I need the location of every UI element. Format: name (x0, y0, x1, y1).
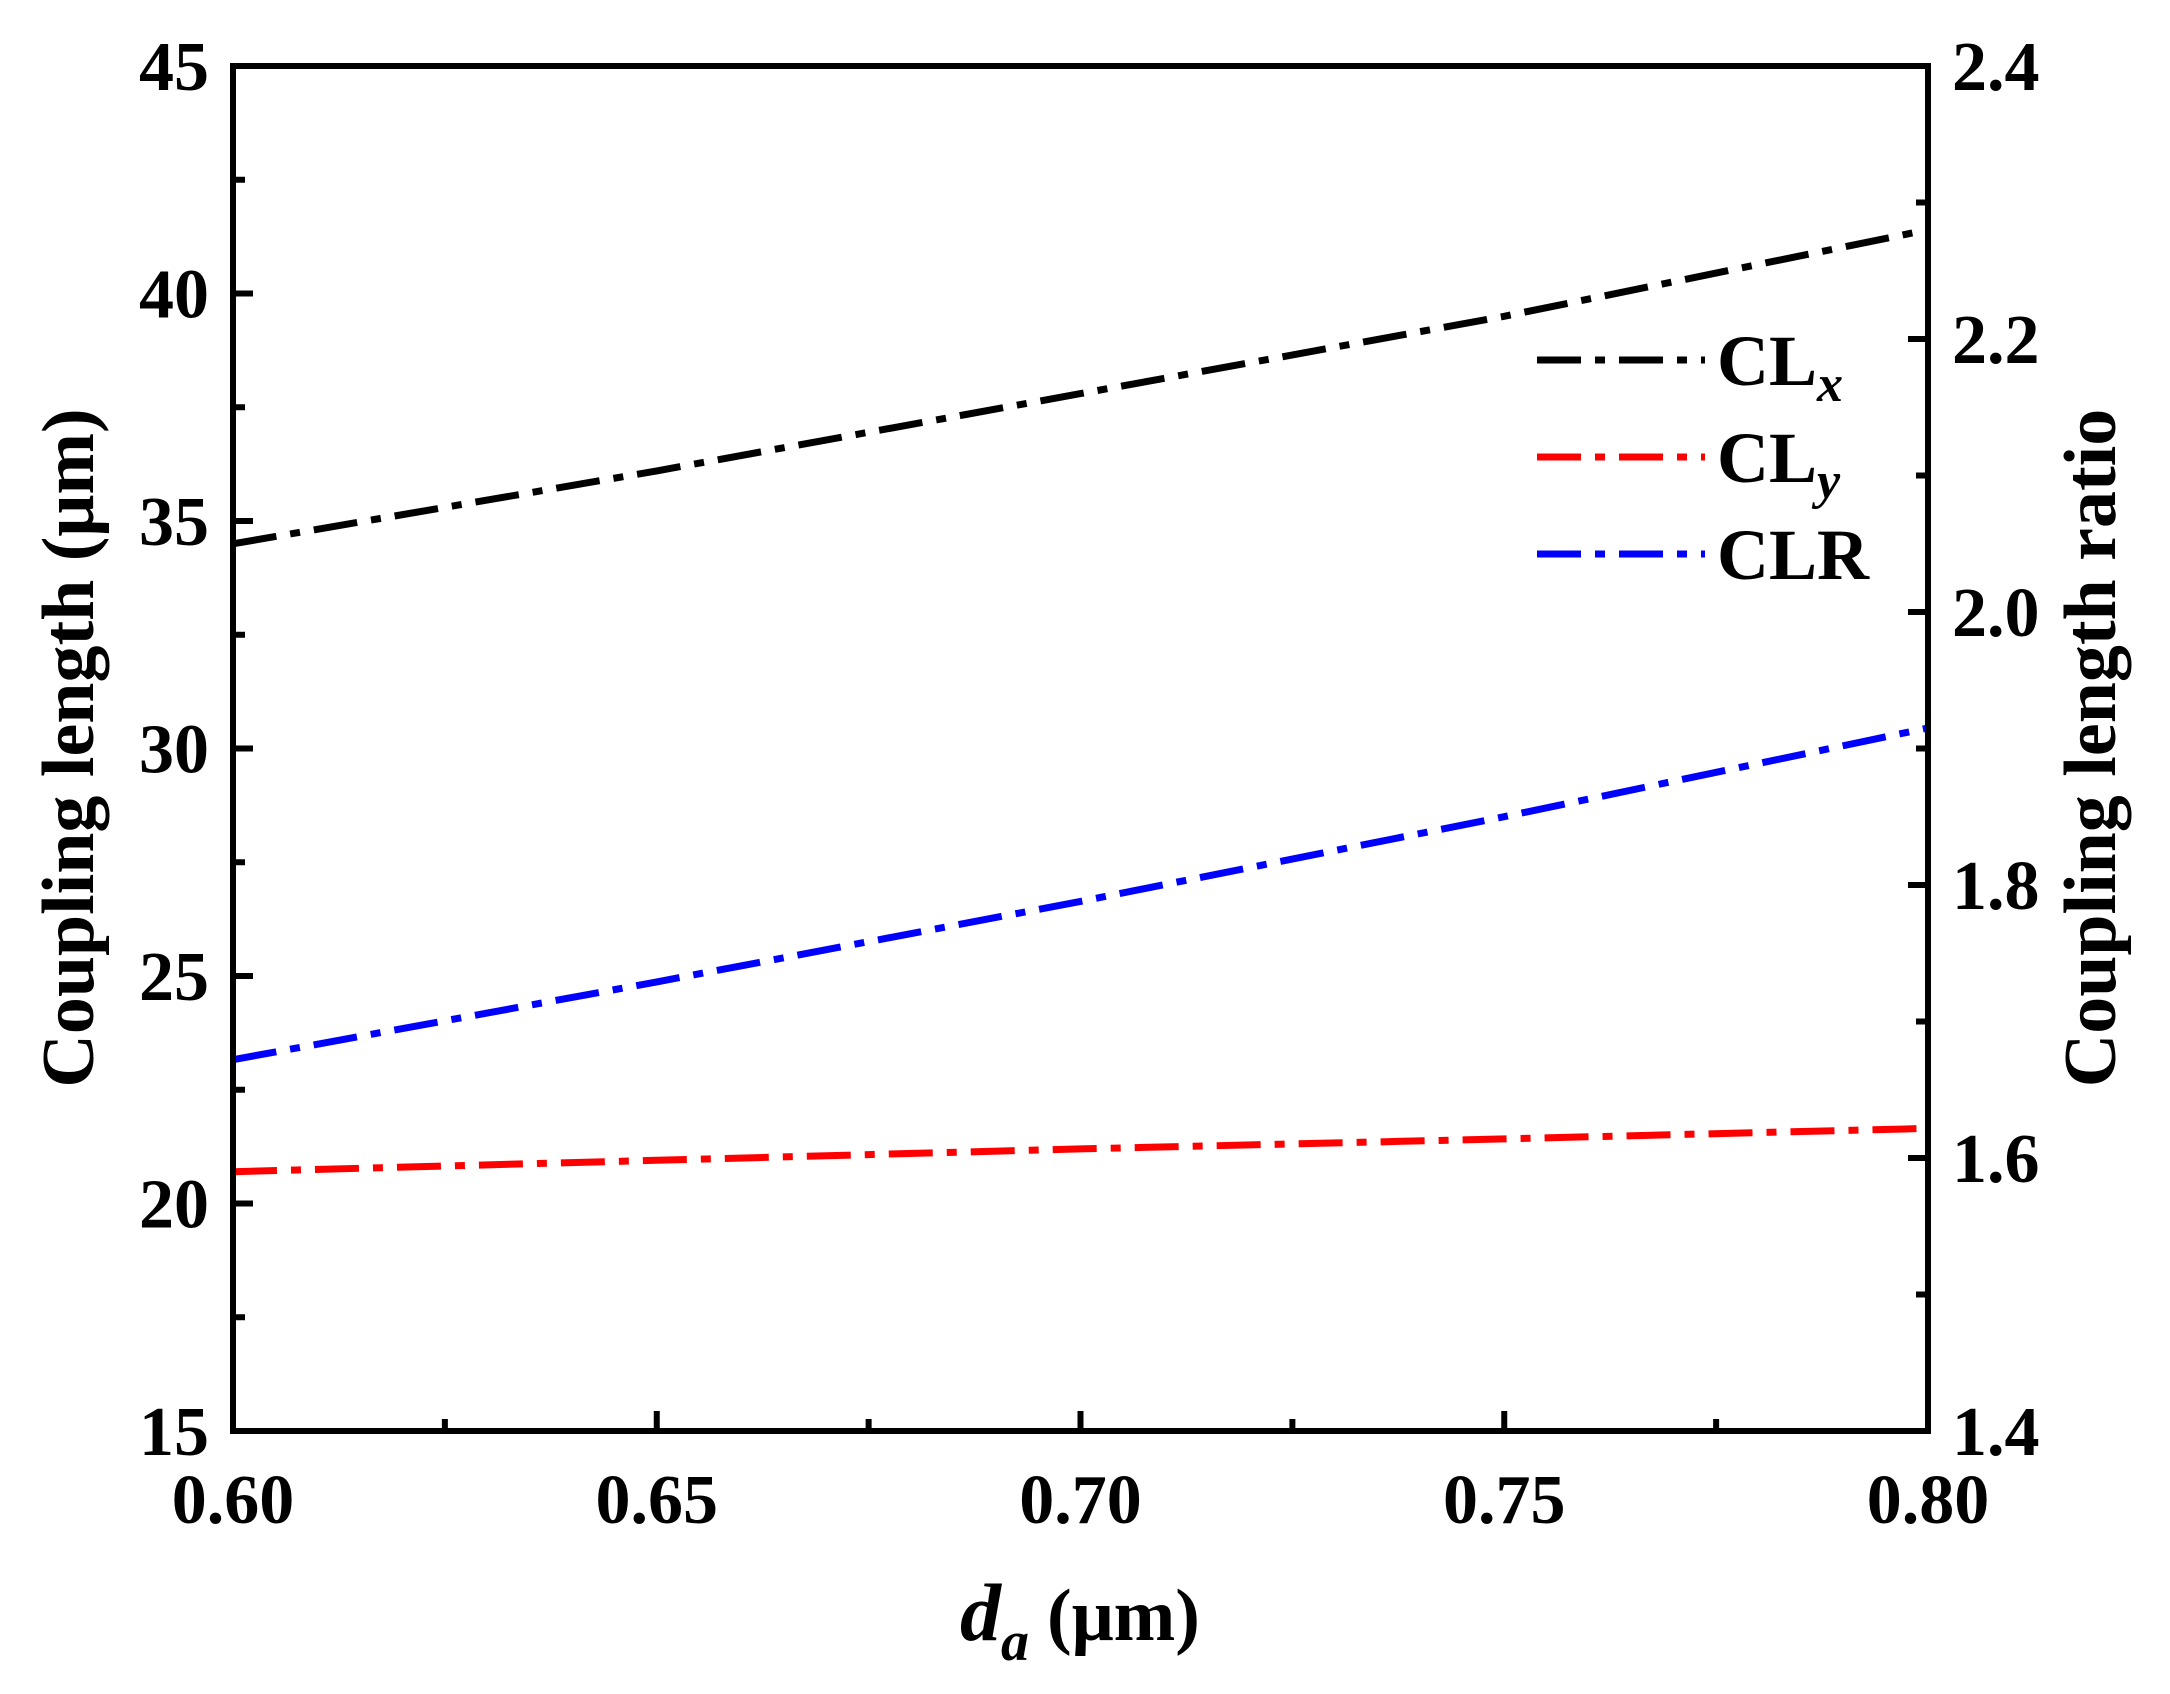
y-tick-label: 40 (139, 257, 209, 334)
y2-tick-label: 2.2 (1952, 302, 2040, 379)
legend-label-cly: CLy (1717, 418, 1841, 510)
x-axis-symbol: d (960, 1567, 1002, 1658)
y2-axis-title: Coupling length ratio (2050, 409, 2132, 1087)
y-tick-label: 15 (139, 1394, 209, 1471)
ticks (230, 63, 1931, 1434)
series-line-clx (232, 226, 1929, 548)
legend-label-clx: CLx (1717, 321, 1843, 413)
x-axis-title: da (μm) (960, 1567, 1200, 1673)
series-line-cly (232, 1124, 1929, 1176)
x-tick-label: 0.60 (172, 1462, 295, 1539)
y-tick-label: 25 (139, 939, 209, 1016)
y-tick-label: 20 (139, 1167, 209, 1244)
y-tick-label: 45 (139, 29, 209, 106)
y-axis-title: Coupling length (μm) (28, 408, 110, 1087)
legend-label-clr: CLR (1717, 515, 1870, 595)
y2-tick-label: 2.0 (1952, 575, 2040, 652)
x-tick-label: 0.65 (596, 1462, 719, 1539)
y2-tick-label: 1.4 (1952, 1394, 2040, 1471)
x-axis-subscript: a (1001, 1611, 1029, 1673)
y-tick-label: 35 (139, 484, 209, 561)
y-tick-label: 30 (139, 712, 209, 789)
y2-tick-label: 1.8 (1952, 848, 2040, 925)
series-line-clr (232, 724, 1929, 1064)
plot-lines (232, 226, 1929, 1176)
x-tick-label: 0.75 (1443, 1462, 1566, 1539)
plot-frame (230, 63, 1931, 1434)
y2-tick-label: 1.6 (1952, 1121, 2040, 1198)
x-tick-label: 0.70 (1019, 1462, 1142, 1539)
x-axis-unit: (μm) (1047, 1575, 1200, 1657)
x-tick-label: 0.80 (1867, 1462, 1990, 1539)
y2-tick-label: 2.4 (1952, 29, 2040, 106)
tick-labels: 0.60 0.65 0.70 0.75 0.80 15 20 25 30 35 40 45 1.4 1.6… (139, 29, 2040, 1539)
